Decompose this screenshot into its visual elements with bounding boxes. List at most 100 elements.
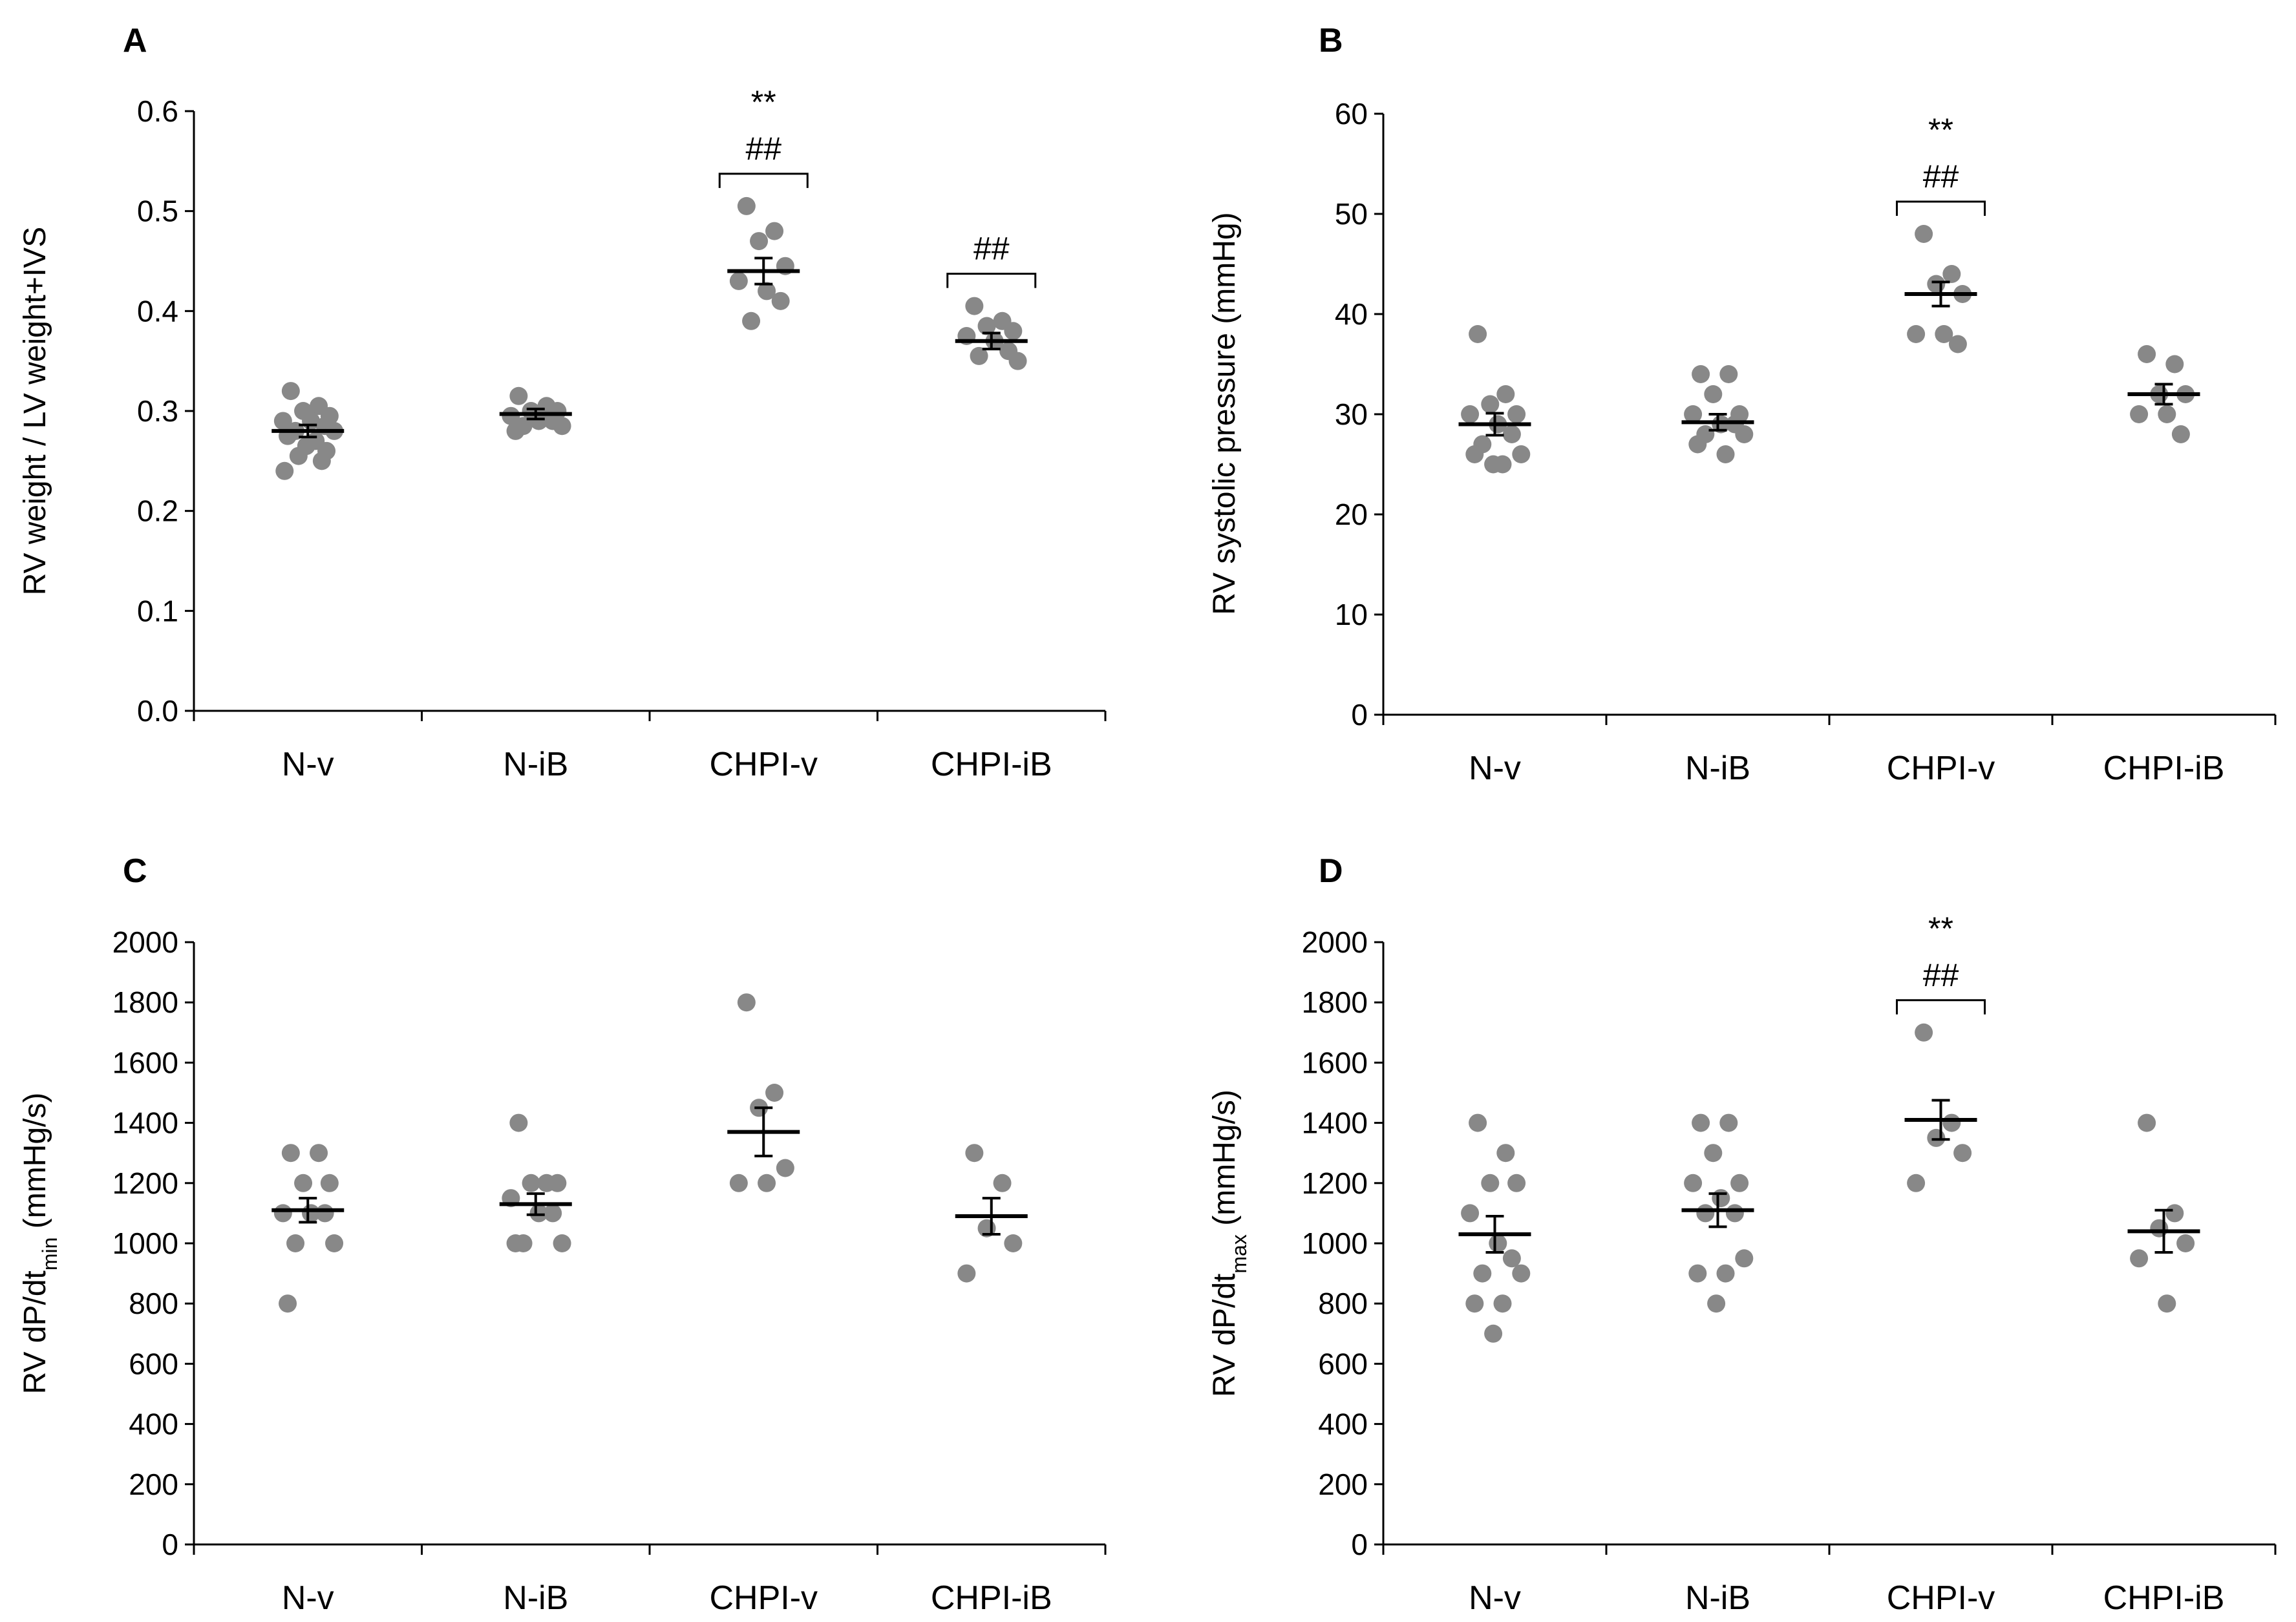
data-point: [1725, 1204, 1744, 1223]
y-tick-label: 1600: [112, 1046, 178, 1079]
data-point: [977, 317, 996, 335]
significance-hash: ##: [1923, 957, 1959, 993]
data-point: [758, 1174, 776, 1192]
y-tick-label: 800: [1318, 1287, 1368, 1320]
y-tick-label: 0.3: [137, 394, 178, 428]
significance-stars: **: [751, 84, 776, 120]
y-tick-label: 800: [129, 1287, 178, 1320]
y-tick-label: 0.5: [137, 195, 178, 228]
data-point: [1688, 1264, 1707, 1283]
series-n-ib: [499, 1113, 572, 1252]
data-point: [553, 417, 571, 436]
data-point: [1461, 1204, 1480, 1223]
data-point: [1688, 435, 1707, 454]
y-tick-label: 10: [1335, 598, 1368, 631]
data-point: [1907, 325, 1926, 343]
data-point: [957, 1264, 976, 1283]
data-point: [965, 297, 984, 315]
data-point: [506, 1234, 525, 1252]
data-point: [1465, 445, 1484, 463]
x-tick-label: CHPI-iB: [2103, 1579, 2225, 1617]
data-point: [1496, 385, 1515, 403]
data-point: [273, 1204, 292, 1223]
series-n-ib: [499, 386, 572, 440]
y-axis-title: RV dP/dtmax (mmHg/s): [1207, 1090, 1251, 1397]
y-tick-label: 0: [1351, 698, 1368, 732]
panel-a: A 0.0 0.1 0.2 0.3 0.4 0.5 0.6 N-v N-iB CHPI-v CHPI-…: [18, 22, 1107, 783]
data-point: [1935, 325, 1953, 343]
series-n-v: [271, 382, 345, 480]
y-tick-label: 400: [1318, 1407, 1368, 1441]
data-point: [1716, 1264, 1735, 1283]
data-point: [1008, 352, 1027, 370]
data-point: [320, 1174, 339, 1192]
data-point: [1502, 1249, 1521, 1268]
data-point: [279, 1294, 297, 1313]
series-n-v: [1458, 325, 1531, 474]
data-point: [1004, 1234, 1023, 1252]
y-tick-label: 0: [162, 1528, 178, 1561]
data-point: [529, 1204, 548, 1223]
significance-bracket: [946, 273, 1037, 288]
data-point: [1915, 225, 1933, 243]
significance-bracket: [1896, 200, 1986, 216]
y-tick-label: 2000: [1302, 925, 1368, 959]
series-chpi-v: [1904, 225, 1977, 353]
x-tick-label: N-iB: [503, 746, 568, 783]
data-point: [529, 412, 548, 430]
data-point: [1465, 1294, 1484, 1313]
data-point: [1712, 415, 1730, 434]
data-point: [286, 1234, 305, 1252]
series-chpi-v: [727, 993, 800, 1192]
y-tick-label: 0.0: [137, 694, 178, 728]
data-point: [509, 386, 528, 405]
y-axis-title-units: (mmHg/s): [18, 1093, 52, 1238]
data-point: [1684, 1174, 1703, 1192]
data-point: [1704, 385, 1723, 403]
data-point: [1473, 1264, 1492, 1283]
y-tick-label: 2000: [112, 925, 178, 959]
x-tick-label: CHPI-v: [709, 1579, 818, 1617]
significance-hash: ##: [745, 131, 781, 167]
y-tick-label: 200: [1318, 1468, 1368, 1501]
series-chpi-v: [727, 196, 800, 330]
x-tick-label: N-v: [1469, 1579, 1521, 1617]
series-chpi-ib: [2127, 345, 2200, 443]
data-point: [737, 993, 756, 1012]
data-point: [1942, 1113, 1961, 1132]
panel-d: D 0 200 400 600 800 1000 1200 1400 1600 1800 2000 N-…: [1207, 852, 2277, 1617]
data-point: [275, 461, 294, 480]
data-point: [2165, 1204, 2184, 1223]
panel-c: C 0 200 400 600 800 1000 1200 1400 1600 1800 2000 N-…: [18, 852, 1107, 1617]
data-point: [1481, 1174, 1500, 1192]
series-n-ib: [1681, 1113, 1754, 1313]
data-point: [742, 311, 761, 330]
y-tick-label: 1000: [1302, 1227, 1368, 1260]
data-point: [1696, 1204, 1715, 1223]
data-point: [1502, 425, 1521, 443]
data-point: [1496, 1144, 1515, 1163]
y-tick-label: 0: [1351, 1528, 1368, 1561]
data-point: [1735, 1249, 1754, 1268]
y-tick-label: 1400: [112, 1106, 178, 1140]
data-point: [1469, 1113, 1487, 1132]
data-point: [1719, 365, 1738, 383]
significance-hash: ##: [1923, 158, 1959, 195]
data-point: [1512, 445, 1531, 463]
data-point: [2130, 405, 2149, 423]
data-point: [315, 1204, 334, 1223]
y-axis-title-subscript: max: [1228, 1234, 1251, 1273]
y-tick-label: 1800: [112, 985, 178, 1019]
data-point: [1927, 275, 1946, 293]
x-tick-label: N-iB: [1685, 750, 1750, 787]
significance-bracket: [718, 173, 809, 188]
series-n-v: [1458, 1113, 1531, 1343]
data-point: [771, 291, 790, 310]
data-point: [765, 1084, 784, 1102]
data-point: [1712, 1189, 1730, 1208]
data-point: [1692, 365, 1710, 383]
y-tick-label: 600: [129, 1347, 178, 1380]
data-point: [544, 1204, 562, 1223]
significance-stars: **: [1928, 112, 1953, 148]
y-tick-label: 40: [1335, 297, 1368, 331]
